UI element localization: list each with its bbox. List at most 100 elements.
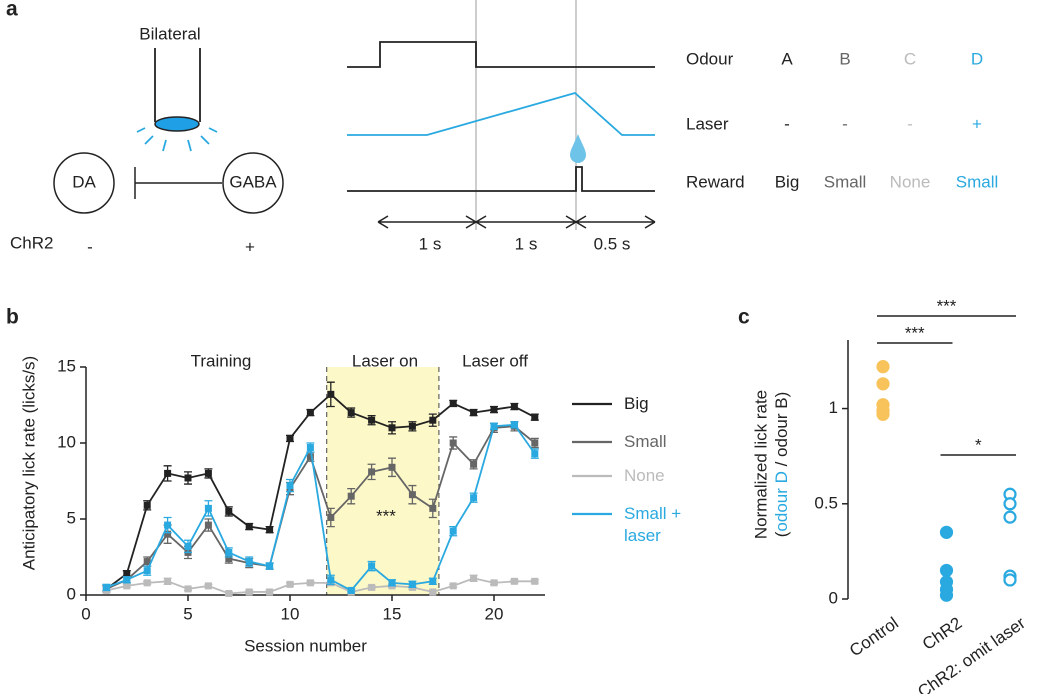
panel-label: a: [6, 0, 18, 21]
marker: [184, 474, 192, 482]
y-axis-label: Normalized lick rate: [751, 390, 770, 539]
point: [1003, 497, 1017, 511]
marker: [490, 579, 498, 587]
x-tick-label: 20: [485, 604, 504, 623]
marker: [286, 482, 294, 490]
y-tick-label: 5: [67, 508, 76, 527]
marker: [449, 527, 457, 535]
marker: [245, 588, 253, 596]
chr2-label: ChR2: [10, 233, 53, 252]
marker: [184, 585, 192, 593]
x-tick-label: ChR2: omit laser: [914, 613, 1029, 694]
marker: [449, 439, 457, 447]
marker: [143, 558, 151, 566]
y-axis-label: (odour D / odour B): [772, 392, 791, 538]
table-cell: -: [784, 114, 790, 133]
legend-entry: None: [624, 466, 665, 485]
point: [876, 377, 890, 391]
gaba-label: GABA: [229, 172, 277, 191]
table-cell: C: [904, 49, 916, 68]
marker: [266, 526, 274, 534]
da-label: DA: [72, 172, 96, 191]
y-label-part: odour D: [772, 471, 791, 531]
marker: [204, 504, 212, 512]
y-tick-label: 1: [829, 398, 838, 417]
marker: [388, 579, 396, 587]
marker: [123, 582, 131, 590]
marker: [470, 574, 478, 582]
marker: [102, 583, 110, 591]
marker: [327, 513, 335, 521]
marker: [143, 501, 151, 509]
row-label: Odour: [686, 49, 734, 68]
table-cell: Small: [956, 172, 999, 191]
series-line: [105, 393, 536, 590]
marker: [347, 492, 355, 500]
marker: [347, 409, 355, 417]
marker: [245, 523, 253, 531]
marker: [266, 562, 274, 570]
x-tick-label: 5: [183, 604, 192, 623]
annotation: Laser on: [352, 351, 418, 370]
marker: [470, 494, 478, 502]
marker: [408, 422, 416, 430]
marker: [286, 580, 294, 588]
y-label-part: (: [772, 531, 791, 537]
duration: 1 s: [419, 234, 442, 253]
y-label-part: / odour B): [772, 392, 791, 471]
point: [939, 588, 954, 602]
marker: [510, 403, 518, 411]
significance-label: ***: [937, 296, 957, 315]
x-axis-label: Session number: [244, 636, 367, 655]
duration: 0.5 s: [594, 234, 631, 253]
table-cell: -: [842, 114, 848, 133]
marker: [164, 530, 172, 538]
table-cell: +: [972, 114, 982, 133]
marker: [143, 579, 151, 587]
marker: [429, 588, 437, 596]
duration: 1 s: [515, 234, 538, 253]
legend-label: Big: [624, 394, 649, 413]
marker: [204, 469, 212, 477]
marker: [306, 409, 314, 417]
marker: [531, 577, 539, 585]
marker: [531, 413, 539, 421]
annotation: Laser off: [462, 351, 528, 370]
marker: [470, 409, 478, 417]
series-line: [106, 425, 536, 590]
table-cell: A: [781, 49, 793, 68]
time-markers: [475, 0, 577, 230]
table-cell: D: [971, 49, 983, 68]
reward-trace: [347, 166, 655, 192]
point: [939, 563, 954, 578]
laser-trace: [347, 91, 655, 136]
marker: [510, 577, 518, 585]
marker: [184, 542, 192, 550]
marker: [388, 424, 396, 432]
marker: [388, 463, 396, 471]
chr2-gaba: +: [245, 237, 255, 256]
marker: [531, 450, 539, 458]
table-cell: None: [890, 172, 931, 191]
drop-icon: [570, 134, 586, 163]
legend-label: Small: [624, 432, 667, 451]
series-line: [106, 423, 536, 592]
annotation: ***: [376, 506, 396, 525]
marker: [225, 555, 233, 563]
fiber-tip: [154, 116, 200, 132]
legend-entry: Big: [624, 394, 649, 413]
marker: [408, 491, 416, 499]
point: [1003, 573, 1017, 587]
light-rays: [136, 127, 218, 152]
marker: [225, 507, 233, 515]
marker: [510, 421, 518, 429]
marker: [123, 576, 131, 584]
marker: [449, 582, 457, 590]
chr2-da: -: [87, 237, 93, 256]
legend-entry: Small + laser: [624, 504, 681, 545]
odour-trace: [347, 41, 655, 68]
marker: [306, 444, 314, 452]
series-line: [106, 577, 535, 595]
marker: [143, 567, 151, 575]
marker: [429, 577, 437, 585]
